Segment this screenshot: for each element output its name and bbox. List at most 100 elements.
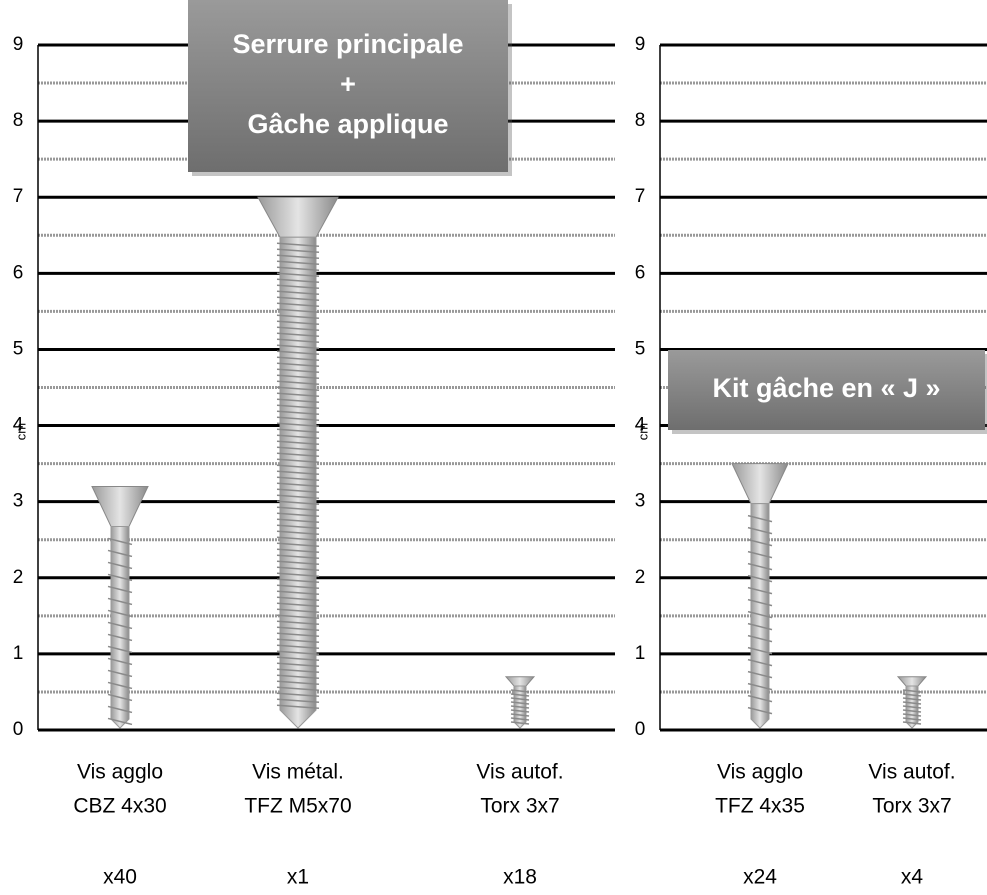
screw-thread [276,296,320,301]
x-tick-label: Torx 3x7 [872,795,951,818]
screw-thread [276,314,320,319]
screw-head [896,676,928,687]
screw-thread [276,542,320,547]
screw-thread [276,470,320,475]
screw-thread [276,368,320,373]
screw-thread [276,578,320,583]
screw-thread [276,254,320,259]
screw-thread [747,634,773,643]
screw-thread [747,682,773,691]
screw-head [91,485,149,527]
screw-thread [510,709,530,713]
screw-thread [276,272,320,277]
screw-thread [902,721,922,725]
screw-thread [510,705,530,709]
screw-thread [276,638,320,643]
screw-thread [276,290,320,295]
screw-thread [276,698,320,703]
screw-thread [276,692,320,697]
x-tick-label: TFZ M5x70 [244,795,351,818]
y-tick-label: 3 [635,491,646,512]
screw-thread [276,308,320,313]
screw-thread [276,434,320,439]
screw-head [257,196,339,238]
screw-thread [747,514,773,523]
screw-thread [276,506,320,511]
screw-thread [902,705,922,709]
screw-thread [276,500,320,505]
screw-thread [276,674,320,679]
y-tick-label: 5 [13,338,24,359]
screw-thread [510,717,530,721]
quantity-label: x4 [901,866,924,889]
screw-head [504,676,536,687]
screw-thread [510,713,530,717]
screw-thread [276,332,320,337]
screw-thread [276,626,320,631]
screw-thread [276,416,320,421]
screw [896,676,928,729]
screw-thread [276,446,320,451]
screw-shank [750,503,770,729]
screw-thread [107,633,133,642]
screw-thread [902,709,922,713]
y-tick-label: 7 [635,186,646,207]
y-tick-label: 3 [13,491,24,512]
screw-thread [902,697,922,701]
screw-thread [107,705,133,714]
x-tick-label: Vis métal. [252,761,344,784]
screw-thread [747,622,773,631]
x-tick-label: Torx 3x7 [480,795,559,818]
screw-thread [276,584,320,589]
screw-thread [276,458,320,463]
y-tick-label: 0 [13,719,24,740]
screw-thread [276,632,320,637]
screw-thread [276,398,320,403]
screw-thread [276,560,320,565]
screw-thread [276,572,320,577]
screw-thread [276,452,320,457]
annotation: Serrure principale [232,29,463,59]
screw-thread [510,701,530,705]
screw-thread [276,464,320,469]
y-tick-label: 4 [13,415,24,436]
screw-thread [902,717,922,721]
screw-thread [276,530,320,535]
screw-thread [747,646,773,655]
screw-thread [276,608,320,613]
screw-thread [107,657,133,666]
screw-thread [276,380,320,385]
screw-thread [276,284,320,289]
screw-thread [276,326,320,331]
screw-thread [107,573,133,582]
screw-thread [276,266,320,271]
screw-thread [747,574,773,583]
screw-thread [276,374,320,379]
screw-thread [276,596,320,601]
quantity-label: x40 [103,866,137,889]
screw-thread [902,693,922,697]
screw-thread [747,670,773,679]
screw-thread [276,488,320,493]
screw-thread [902,689,922,693]
screw-thread [276,482,320,487]
y-axis-label: cm [635,423,650,440]
screw-thread [276,428,320,433]
y-tick-label: 6 [13,262,24,283]
screw-thread [747,538,773,547]
screw-thread [276,350,320,355]
screw-thread [276,440,320,445]
quantity-label: x1 [287,866,309,889]
screw-thread [747,694,773,703]
annotation: Gâche applique [247,109,448,139]
screw-thread [276,668,320,673]
screw-thread [747,706,773,715]
screw-thread [276,656,320,661]
quantity-label: x18 [503,866,537,889]
screw-thread [276,392,320,397]
screw-thread [276,518,320,523]
screw-thread [276,362,320,367]
annotation: Kit gâche en « J » [712,373,940,403]
screw-thread [276,512,320,517]
screw-thread [276,548,320,553]
